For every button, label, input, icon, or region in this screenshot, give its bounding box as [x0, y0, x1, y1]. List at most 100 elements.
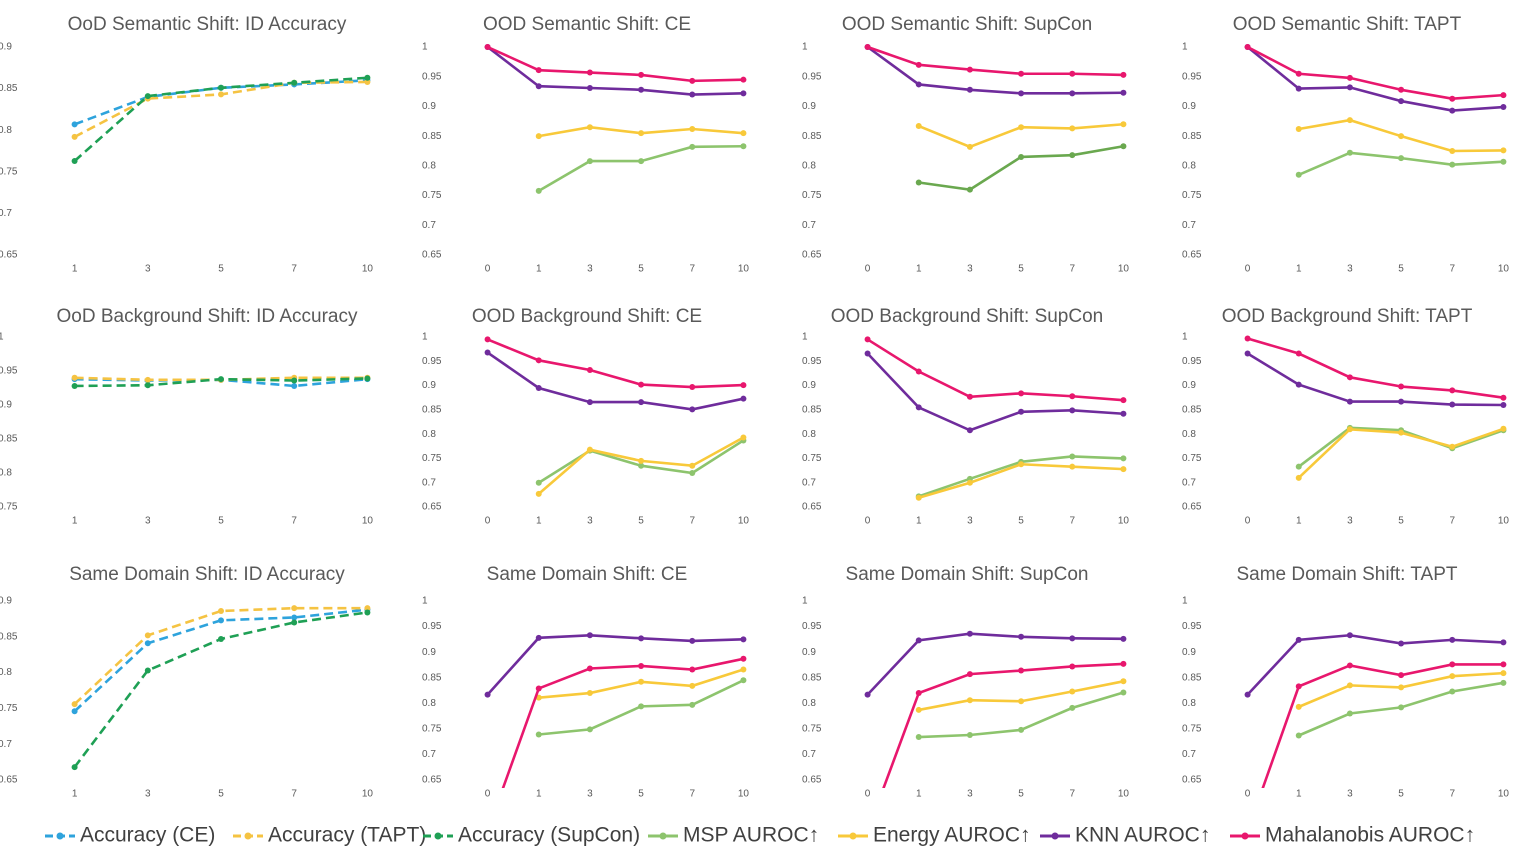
legend-item: MSP AUROC↑ [648, 824, 819, 847]
data-point [586, 726, 593, 733]
x-tick-label: 3 [967, 264, 973, 275]
data-point [484, 349, 491, 356]
y-tick-label: 0.8 [802, 698, 816, 709]
data-point [915, 404, 922, 411]
x-tick-label: 3 [967, 516, 973, 527]
x-tick-label: 5 [1018, 516, 1024, 527]
x-tick-label: 0 [485, 789, 491, 800]
x-tick-label: 5 [1398, 789, 1404, 800]
data-point [144, 382, 151, 389]
y-tick-label: 0.85 [422, 404, 442, 415]
legend-label: Accuracy (SupCon) [458, 824, 640, 847]
data-point [1018, 726, 1025, 733]
data-point [1346, 426, 1353, 433]
x-tick-label: 10 [362, 789, 374, 800]
data-point [689, 91, 696, 98]
x-tick-label: 1 [916, 264, 922, 275]
data-point [586, 690, 593, 697]
x-tick-label: 5 [1398, 264, 1404, 275]
y-tick-label: 0.95 [0, 366, 18, 377]
data-point [1069, 463, 1076, 470]
data-point [1500, 661, 1507, 668]
data-point [740, 130, 747, 137]
data-point [1449, 688, 1456, 695]
x-tick-label: 5 [218, 264, 224, 275]
data-point [1398, 429, 1405, 436]
data-point [1069, 663, 1076, 670]
y-tick-label: 0.8 [802, 429, 816, 440]
data-point [689, 126, 696, 133]
data-point [966, 143, 973, 150]
y-tick-label: 0.65 [0, 775, 18, 786]
data-point [535, 685, 542, 692]
series-line [866, 632, 1124, 696]
data-point [638, 678, 645, 685]
y-tick-label: 0.9 [0, 400, 12, 411]
data-point [1346, 682, 1353, 689]
data-point [586, 124, 593, 131]
x-tick-label: 0 [485, 264, 491, 275]
data-point [1018, 390, 1025, 397]
data-point [638, 399, 645, 406]
x-tick-label: 7 [689, 789, 695, 800]
x-tick-label: 3 [1347, 789, 1353, 800]
y-tick-label: 0.7 [422, 220, 436, 231]
data-point [1018, 70, 1025, 77]
data-point [1449, 661, 1456, 668]
y-tick-label: 0.9 [422, 380, 436, 391]
y-tick-label: 1 [802, 596, 808, 607]
data-point [915, 706, 922, 713]
x-tick-label: 10 [362, 264, 374, 275]
x-tick-label: 1 [72, 264, 78, 275]
data-point [740, 434, 747, 441]
data-point [1346, 84, 1353, 91]
data-point [1449, 107, 1456, 114]
chart-panel: OOD Semantic Shift: TAPT 0.65 0.7 0.75 0.8 0.… [1182, 14, 1509, 275]
y-tick-label: 0.65 [802, 775, 822, 786]
data-point [1346, 662, 1353, 669]
data-point [1295, 732, 1302, 739]
x-tick-label: 5 [638, 516, 644, 527]
y-tick-label: 0.75 [0, 703, 18, 714]
y-tick-label: 0.95 [422, 71, 442, 82]
y-tick-label: 0.7 [802, 749, 816, 760]
data-point [966, 731, 973, 738]
chart-title: OOD Background Shift: SupCon [831, 306, 1103, 327]
series-line [1246, 352, 1504, 407]
data-point [1449, 636, 1456, 643]
y-tick-label: 0.7 [802, 477, 816, 488]
data-point [1069, 407, 1076, 414]
chart-title: OOD Semantic Shift: TAPT [1233, 14, 1462, 35]
x-tick-label: 1 [1296, 789, 1302, 800]
data-point [689, 143, 696, 150]
y-tick-label: 0.75 [802, 453, 822, 464]
data-point [864, 336, 871, 343]
data-point [1398, 672, 1405, 679]
y-tick-label: 0.7 [0, 208, 12, 219]
data-point [689, 701, 696, 708]
data-point [71, 764, 78, 771]
series-line [486, 633, 744, 696]
data-point [1346, 117, 1353, 124]
data-point [484, 691, 491, 698]
series-line [1247, 337, 1504, 400]
data-point [364, 78, 371, 85]
x-tick-label: 7 [291, 789, 297, 800]
y-tick-label: 0.7 [422, 477, 436, 488]
data-point [535, 385, 542, 391]
y-tick-label: 0.75 [802, 190, 822, 201]
data-point [1449, 443, 1456, 450]
series-line [487, 338, 744, 389]
x-tick-label: 5 [218, 516, 224, 527]
data-point [915, 734, 922, 741]
y-tick-label: 0.65 [1182, 775, 1202, 786]
y-tick-label: 0.8 [422, 698, 436, 709]
y-tick-label: 0.75 [0, 166, 18, 177]
data-point [1449, 673, 1456, 680]
y-tick-label: 0.75 [422, 190, 442, 201]
legend-label: MSP AUROC↑ [683, 824, 819, 847]
y-tick-label: 1 [1182, 42, 1188, 53]
data-point [71, 708, 78, 715]
data-point [689, 470, 696, 476]
x-tick-label: 5 [638, 264, 644, 275]
